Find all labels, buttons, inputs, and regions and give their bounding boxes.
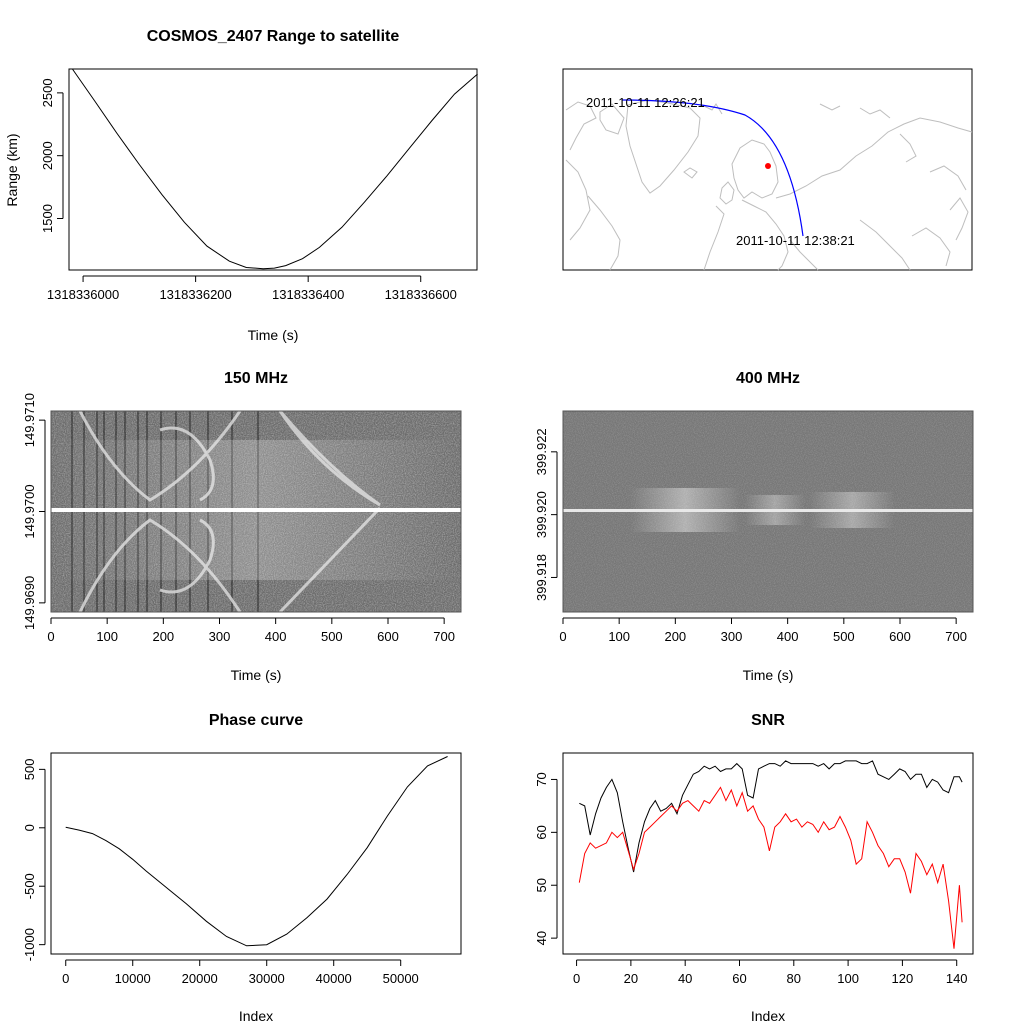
spectrogram-400mhz-y-axis: 399.918 399.920 399.922 [534,428,558,601]
range-plot-x-tick-label: 1318336600 [385,287,457,302]
range-plot-frame [68,68,478,271]
phase-plot-x-tick-label: 20000 [182,971,218,986]
snr-plot-title: SNR [751,712,785,729]
phase-plot-x-tick-label: 10000 [115,971,151,986]
spectrogram-150mhz-x-tick-label: 500 [321,629,343,644]
phase-plot-lines [65,756,448,947]
phase-plot-y-axis: -1000 -500 0 500 [22,759,46,961]
range-plot-y-tick-label: 2500 [40,78,55,107]
spectrogram-400mhz-center-line [563,509,973,512]
range-plot-x-tick-label: 1318336400 [272,287,344,302]
spectrogram-400mhz-title: 400 MHz [736,370,800,387]
spectrogram-400mhz-x-axis: 0 100 200 300 400 500 600 700 [559,617,967,644]
snr-plot-x-tick-label: 80 [787,971,801,986]
snr-plot-y-tick-label: 40 [534,931,549,945]
snr-plot-series-1-line [579,760,963,873]
spectrogram-400mhz-x-tick-label: 200 [664,629,686,644]
spectrogram-150mhz: 150 MHz [22,370,462,683]
satellite-track [621,99,804,237]
snr-plot-x-tick-label: 120 [892,971,914,986]
spectrogram-150mhz-xlabel: Time (s) [231,667,282,683]
phase-plot-x-tick-label: 30000 [249,971,285,986]
range-plot-y-axis: 1500 2000 2500 [40,78,64,233]
spectrogram-150mhz-x-tick-label: 700 [433,629,455,644]
spectrogram-400mhz-image [563,411,973,612]
spectrogram-400mhz-y-tick-label: 399.918 [534,554,549,601]
spectrogram-150mhz-x-tick-label: 100 [96,629,118,644]
spectrogram-400mhz-x-tick-label: 100 [608,629,630,644]
spectrogram-150mhz-title: 150 MHz [224,370,288,387]
snr-plot-y-tick-label: 50 [534,878,549,892]
phase-plot-frame [50,752,462,955]
range-plot-x-tick-label: 1318336000 [47,287,119,302]
map-frame [562,68,973,271]
spectrogram-400mhz-x-tick-label: 600 [889,629,911,644]
spectrogram-150mhz-y-tick-label: 149.9700 [22,484,37,538]
spectrogram-150mhz-y-tick-label: 149.9710 [22,393,37,447]
track-start-label: 2011-10-11 12:26:21 [586,95,705,110]
range-plot-xlabel: Time (s) [248,327,299,343]
phase-plot-series-1-line [65,756,448,947]
snr-plot: SNR Index 0 20 40 60 80 100 120 140 40 50 60 70 [534,712,974,1024]
spectrogram-400mhz-xlabel: Time (s) [743,667,794,683]
snr-plot-x-tick-label: 100 [837,971,859,986]
phase-plot-x-axis: 0 10000 20000 30000 40000 50000 [62,959,419,986]
snr-plot-xlabel: Index [751,1008,785,1024]
phase-plot: Phase curve Index 0 10000 20000 30000 40000 5… [22,712,462,1024]
snr-plot-frame [562,752,974,955]
snr-plot-series-2-line [578,786,963,949]
snr-plot-x-tick-label: 140 [946,971,968,986]
spectrogram-150mhz-x-tick-label: 600 [377,629,399,644]
phase-plot-x-tick-label: 50000 [383,971,419,986]
spectrogram-400mhz-y-tick-label: 399.920 [534,491,549,538]
range-plot-lines [71,68,478,270]
spectrogram-400mhz-y-tick-label: 399.922 [534,428,549,475]
phase-plot-x-tick-label: 40000 [316,971,352,986]
range-plot-ylabel: Range (km) [4,133,20,206]
phase-plot-y-tick-label: 500 [22,759,37,781]
spectrogram-150mhz-center-line [51,508,461,512]
phase-plot-title: Phase curve [209,712,303,729]
spectrogram-150mhz-y-tick-label: 149.9690 [22,576,37,630]
spectrogram-150mhz-x-axis: 0 100 200 300 400 500 600 700 [47,617,455,644]
snr-plot-x-axis: 0 20 40 60 80 100 120 140 [573,959,968,986]
phase-plot-y-tick-label: -1000 [22,928,37,961]
snr-plot-y-axis: 40 50 60 70 [534,772,558,945]
phase-plot-x-tick-label: 0 [62,971,69,986]
snr-plot-x-tick-label: 20 [624,971,638,986]
snr-plot-y-tick-label: 60 [534,825,549,839]
snr-plot-x-tick-label: 40 [678,971,692,986]
range-plot-y-tick-label: 2000 [40,141,55,170]
snr-plot-lines [578,760,963,949]
map-plot: 2011-10-11 12:26:21 2011-10-11 12:38:21 [562,68,973,271]
range-plot-x-axis: 1318336000 1318336200 1318336400 1318336600 [47,275,457,302]
spectrogram-400mhz-x-tick-label: 400 [777,629,799,644]
snr-plot-x-tick-label: 0 [573,971,580,986]
range-plot-series-1-line [71,68,478,270]
track-end-label: 2011-10-11 12:38:21 [736,233,855,248]
spectrogram-400mhz: 400 MHz Time (s) 0 100 200 300 400 500 600 700 … [534,370,974,683]
spectrogram-150mhz-x-tick-label: 400 [265,629,287,644]
range-plot-y-tick-label: 1500 [40,204,55,233]
range-plot: COSMOS_2407 Range to satellite Time (s) … [4,28,478,343]
phase-plot-y-tick-label: -500 [22,873,37,899]
range-plot-x-tick-label: 1318336200 [159,287,231,302]
spectrogram-150mhz-x-tick-label: 0 [47,629,54,644]
spectrogram-400mhz-x-tick-label: 500 [833,629,855,644]
phase-plot-y-tick-label: 0 [22,824,37,831]
snr-plot-y-tick-label: 70 [534,772,549,786]
spectrogram-150mhz-x-tick-label: 200 [152,629,174,644]
spectrogram-150mhz-y-axis: 149.9690 149.9700 149.9710 [22,393,46,630]
spectrogram-400mhz-x-tick-label: 300 [721,629,743,644]
range-plot-title: COSMOS_2407 Range to satellite [147,28,400,45]
spectrogram-400mhz-x-tick-label: 700 [945,629,967,644]
snr-plot-x-tick-label: 60 [732,971,746,986]
phase-plot-xlabel: Index [239,1008,273,1024]
spectrogram-150mhz-image [51,411,461,612]
spectrogram-150mhz-x-tick-label: 300 [209,629,231,644]
spectrogram-400mhz-x-tick-label: 0 [559,629,566,644]
station-marker [765,163,771,169]
